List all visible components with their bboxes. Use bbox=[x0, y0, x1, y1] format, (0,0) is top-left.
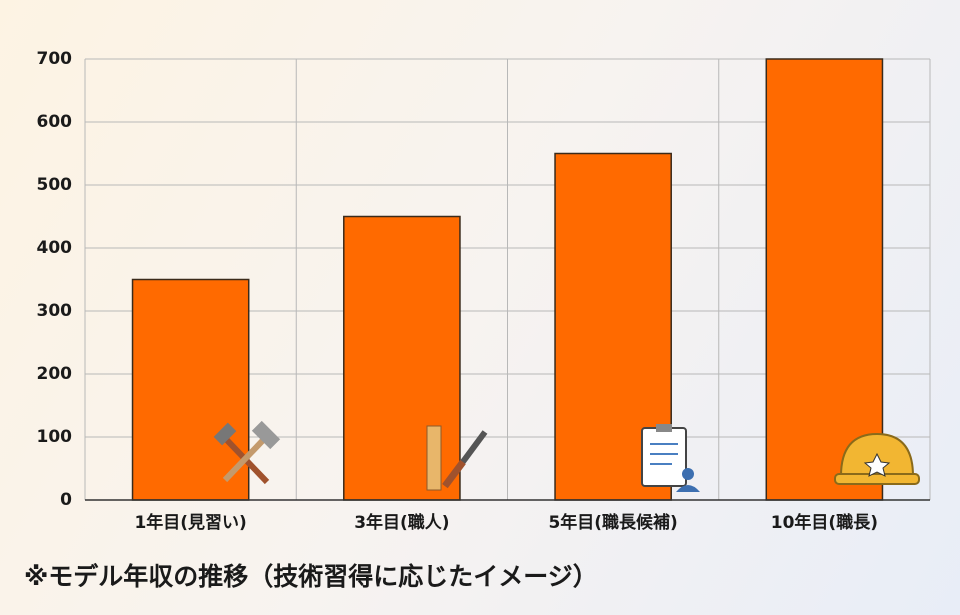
x-tick-label: 10年目(職長) bbox=[771, 512, 878, 533]
y-tick-label: 300 bbox=[37, 301, 73, 321]
icon-tools bbox=[213, 420, 281, 485]
y-tick-label: 0 bbox=[60, 490, 72, 510]
y-tick-label: 700 bbox=[37, 49, 73, 69]
x-tick-label: 1年目(見習い) bbox=[134, 512, 246, 533]
plot-area: 0 100 200 300 400 500 600 700 1年目(見習い) 3年目(職人) 5年目… bbox=[37, 49, 931, 533]
bar bbox=[343, 215, 461, 501]
bar bbox=[765, 58, 884, 501]
y-tick-label: 500 bbox=[37, 175, 73, 195]
bar bbox=[131, 278, 250, 501]
y-tick-label: 400 bbox=[37, 238, 73, 258]
icon-helmet bbox=[834, 432, 920, 485]
y-tick-label: 200 bbox=[37, 364, 73, 384]
x-tick-label: 5年目(職長候補) bbox=[548, 512, 677, 533]
x-tick-label: 3年目(職人) bbox=[354, 512, 449, 533]
chart-caption: ※モデル年収の推移（技術習得に応じたイメージ） bbox=[24, 562, 598, 591]
y-tick-label: 600 bbox=[37, 112, 73, 132]
icon-clipboard bbox=[641, 424, 700, 492]
icon-ruler bbox=[426, 425, 488, 491]
y-tick-label: 100 bbox=[37, 427, 73, 447]
